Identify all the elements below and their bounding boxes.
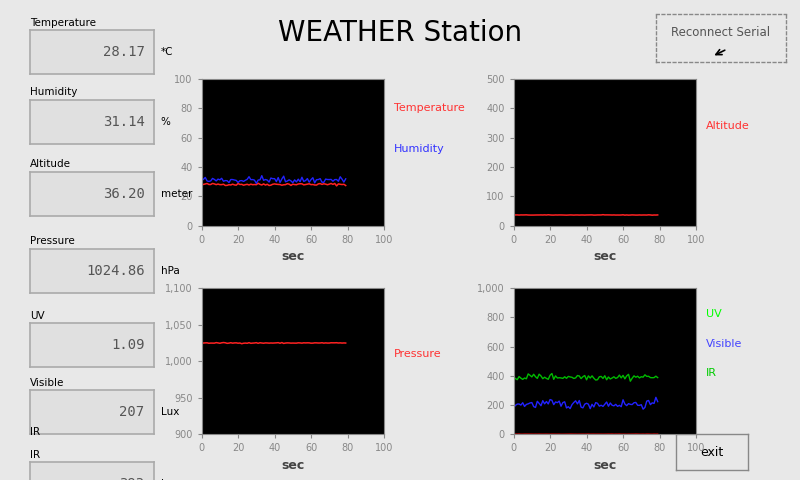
Text: Pressure: Pressure [394, 349, 442, 359]
Text: Temperature: Temperature [30, 18, 97, 28]
Text: exit: exit [700, 446, 724, 459]
Text: Visible: Visible [30, 378, 65, 388]
Text: *C: *C [161, 48, 174, 57]
Text: 1024.86: 1024.86 [86, 264, 145, 278]
Text: Visible: Visible [706, 338, 742, 348]
Text: 36.20: 36.20 [102, 187, 145, 201]
Text: Temperature: Temperature [394, 104, 464, 113]
Text: IR: IR [706, 368, 717, 378]
Text: 28.17: 28.17 [102, 45, 145, 60]
Text: UV: UV [706, 309, 722, 319]
Text: Lux: Lux [161, 408, 179, 417]
Text: Altitude: Altitude [30, 159, 71, 169]
Text: Altitude: Altitude [706, 121, 750, 131]
Text: 207: 207 [119, 405, 145, 420]
X-axis label: sec: sec [281, 250, 305, 263]
Text: hPa: hPa [161, 266, 179, 276]
Text: IR: IR [30, 427, 41, 437]
Text: Humidity: Humidity [30, 87, 78, 97]
Text: IR: IR [30, 450, 41, 460]
Text: meter: meter [161, 189, 192, 199]
Text: Reconnect Serial: Reconnect Serial [671, 26, 770, 39]
Text: WEATHER Station: WEATHER Station [278, 19, 522, 47]
Text: UV: UV [30, 311, 45, 321]
X-axis label: sec: sec [593, 250, 617, 263]
Text: %: % [161, 117, 170, 127]
Text: 393: 393 [119, 477, 145, 480]
Text: Pressure: Pressure [30, 236, 75, 246]
Text: 31.14: 31.14 [102, 115, 145, 129]
X-axis label: sec: sec [281, 459, 305, 472]
Text: Humidity: Humidity [394, 144, 444, 155]
Text: 1.09: 1.09 [111, 338, 145, 352]
X-axis label: sec: sec [593, 459, 617, 472]
